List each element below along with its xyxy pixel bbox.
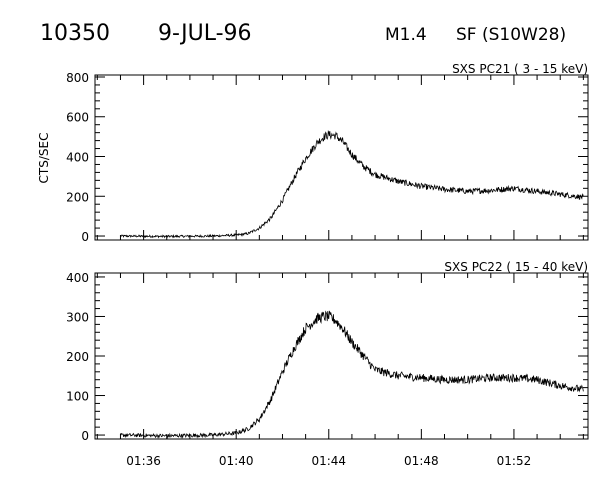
panel-pc22-xlabels: 01:36 01:40 01:44 01:48 01:52 xyxy=(126,454,531,468)
panel-pc21: SXS PC21 ( 3 - 15 keV) CTS/SEC 0 200 400 60… xyxy=(37,62,589,244)
panel-pc21-ytick-label-3: 600 xyxy=(66,111,89,125)
panel-pc22-yaxis: 0 100 200 300 400 xyxy=(66,271,588,443)
panel-pc22-ytick-label-2: 200 xyxy=(66,350,89,364)
panel-pc21-frame xyxy=(94,74,589,241)
panel-pc21-xaxis xyxy=(96,75,584,240)
panel-pc21-ytick-label-1: 200 xyxy=(66,190,89,204)
panel-pc21-ylabel: CTS/SEC xyxy=(37,133,51,184)
panel-pc21-ytick-label-4: 800 xyxy=(66,71,89,85)
xtick-label-0: 01:36 xyxy=(126,454,161,468)
panel-pc21-ytick-label-2: 400 xyxy=(66,151,89,165)
panel-pc21-series-line xyxy=(120,130,584,239)
panel-pc22: SXS PC22 ( 15 - 40 keV) 0 100 200 300 400 01… xyxy=(66,260,589,468)
panel-pc22-frame xyxy=(94,272,589,440)
xtick-label-4: 01:52 xyxy=(497,454,532,468)
panel-pc21-yaxis: 0 200 400 600 800 xyxy=(66,71,588,244)
xtick-label-3: 01:48 xyxy=(404,454,439,468)
panel-pc22-title: SXS PC22 ( 15 - 40 keV) xyxy=(444,260,588,274)
panel-pc22-series-line xyxy=(120,310,584,439)
event-number: 10350 xyxy=(40,21,110,46)
panel-pc22-ytick-label-0: 0 xyxy=(81,429,89,443)
xtick-label-1: 01:40 xyxy=(219,454,254,468)
panel-pc22-ytick-label-1: 100 xyxy=(66,390,89,404)
panel-pc22-ytick-label-3: 300 xyxy=(66,310,89,324)
xtick-label-2: 01:44 xyxy=(311,454,346,468)
goes-class: M1.4 xyxy=(385,25,427,45)
flare-location: SF (S10W28) xyxy=(456,25,566,45)
panel-pc22-ytick-label-4: 400 xyxy=(66,271,89,285)
panel-pc21-ytick-label-0: 0 xyxy=(81,230,89,244)
panel-pc22-xaxis xyxy=(96,273,584,439)
panel-pc21-title: SXS PC21 ( 3 - 15 keV) xyxy=(452,62,588,76)
event-date: 9-JUL-96 xyxy=(158,21,252,46)
